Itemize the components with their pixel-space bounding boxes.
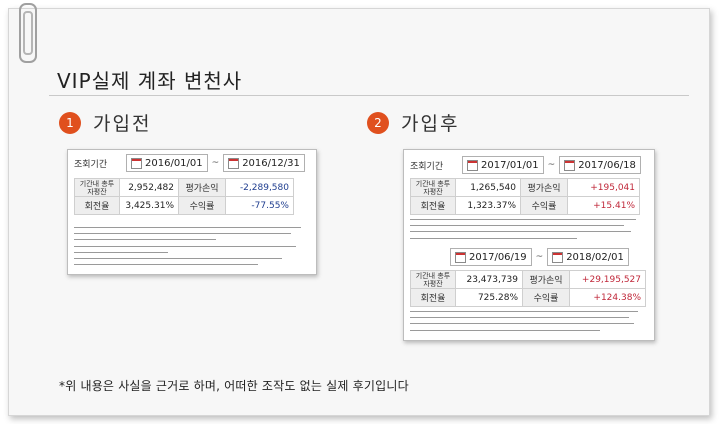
start-date: 2016/01/01 [145,157,203,169]
account-card-before: 조회기간 2016/01/01 ~ 2016/12/31 기간내 총투자평잔 2… [67,149,317,275]
yield-value: -77.55% [225,196,294,215]
range-tilde: ~ [547,160,556,170]
fine-print-notes [74,224,310,269]
query-period-row: 조회기간 2016/01/01 ~ 2016/12/31 [74,154,305,172]
calendar-icon [455,251,466,263]
query-label: 조회기간 [74,159,108,170]
section-after-header: 2 가입후 [367,109,459,136]
profit-value: +29,195,527 [569,270,646,289]
profit-value: +195,041 [567,178,640,197]
title-divider [49,95,689,96]
query-period-row-1: 조회기간 2017/01/01 ~ 2017/06/18 [410,156,641,174]
start-date-field[interactable]: 2016/01/01 [126,154,208,172]
profit-label: 평가손익 [520,178,568,197]
total-label: 기간내 총투자평잔 [410,178,456,197]
yield-value: +15.41% [567,196,640,215]
total-label: 기간내 총투자평잔 [410,270,456,289]
yield-label: 수익률 [178,196,226,215]
turnover-label: 회전율 [74,196,120,215]
range-tilde: ~ [535,252,544,262]
calendar-icon [131,157,142,169]
turnover-value: 3,425.31% [119,196,179,215]
query-period-row-2: 2017/06/19 ~ 2018/02/01 [450,248,629,266]
fine-print-notes-2 [410,308,648,334]
section-number-badge: 1 [59,111,81,134]
stats-table: 기간내 총투자평잔 2,952,482 평가손익 -2,289,580 회전율 … [74,178,294,215]
total-value: 2,952,482 [119,178,179,197]
disclaimer-text: *위 내용은 사실을 근거로 하며, 어떠한 조작도 없는 실제 후기입니다 [59,379,409,393]
slide-frame: VIP실제 계좌 변천사 1 가입전 2 가입후 조회기간 2016/01/01… [8,3,710,416]
turnover-label: 회전율 [410,288,456,307]
profit-value: -2,289,580 [225,178,294,197]
total-value: 23,473,739 [455,270,523,289]
total-value: 1,265,540 [455,178,521,197]
total-label: 기간내 총투자평잔 [74,178,120,197]
account-card-after: 조회기간 2017/01/01 ~ 2017/06/18 기간내 총투자평잔 1… [403,149,655,341]
paper-clip-icon [19,3,37,63]
calendar-icon [467,159,478,171]
page-title: VIP실제 계좌 변천사 [57,69,243,93]
profit-label: 평가손익 [522,270,570,289]
turnover-label: 회전율 [410,196,456,215]
turnover-value: 1,323.37% [455,196,521,215]
start-date-field[interactable]: 2017/06/19 [450,248,532,266]
section-before-header: 1 가입전 [59,109,151,136]
range-tilde: ~ [211,158,220,168]
start-date-field[interactable]: 2017/01/01 [462,156,544,174]
section-number-badge: 2 [367,111,389,134]
end-date-field[interactable]: 2016/12/31 [223,154,305,172]
start-date: 2017/06/19 [469,251,527,263]
start-date: 2017/01/01 [481,159,539,171]
paper-clip-inner-icon [23,11,33,55]
calendar-icon [228,157,240,169]
stats-table-1: 기간내 총투자평잔 1,265,540 평가손익 +195,041 회전율 1,… [410,178,640,215]
end-date: 2018/02/01 [566,251,624,263]
yield-label: 수익률 [520,196,568,215]
query-label: 조회기간 [410,161,444,172]
yield-label: 수익률 [522,288,570,307]
stats-table-2: 기간내 총투자평잔 23,473,739 평가손익 +29,195,527 회전… [410,270,646,307]
turnover-value: 725.28% [455,288,523,307]
calendar-icon [564,159,576,171]
yield-value: +124.38% [569,288,646,307]
end-date: 2016/12/31 [242,157,300,169]
profit-label: 평가손익 [178,178,226,197]
end-date-field[interactable]: 2017/06/18 [559,156,641,174]
fine-print-notes-1 [410,216,648,242]
end-date-field[interactable]: 2018/02/01 [547,248,629,266]
section-title: 가입후 [401,113,460,135]
calendar-icon [552,251,564,263]
section-title: 가입전 [93,113,152,135]
end-date: 2017/06/18 [578,159,636,171]
